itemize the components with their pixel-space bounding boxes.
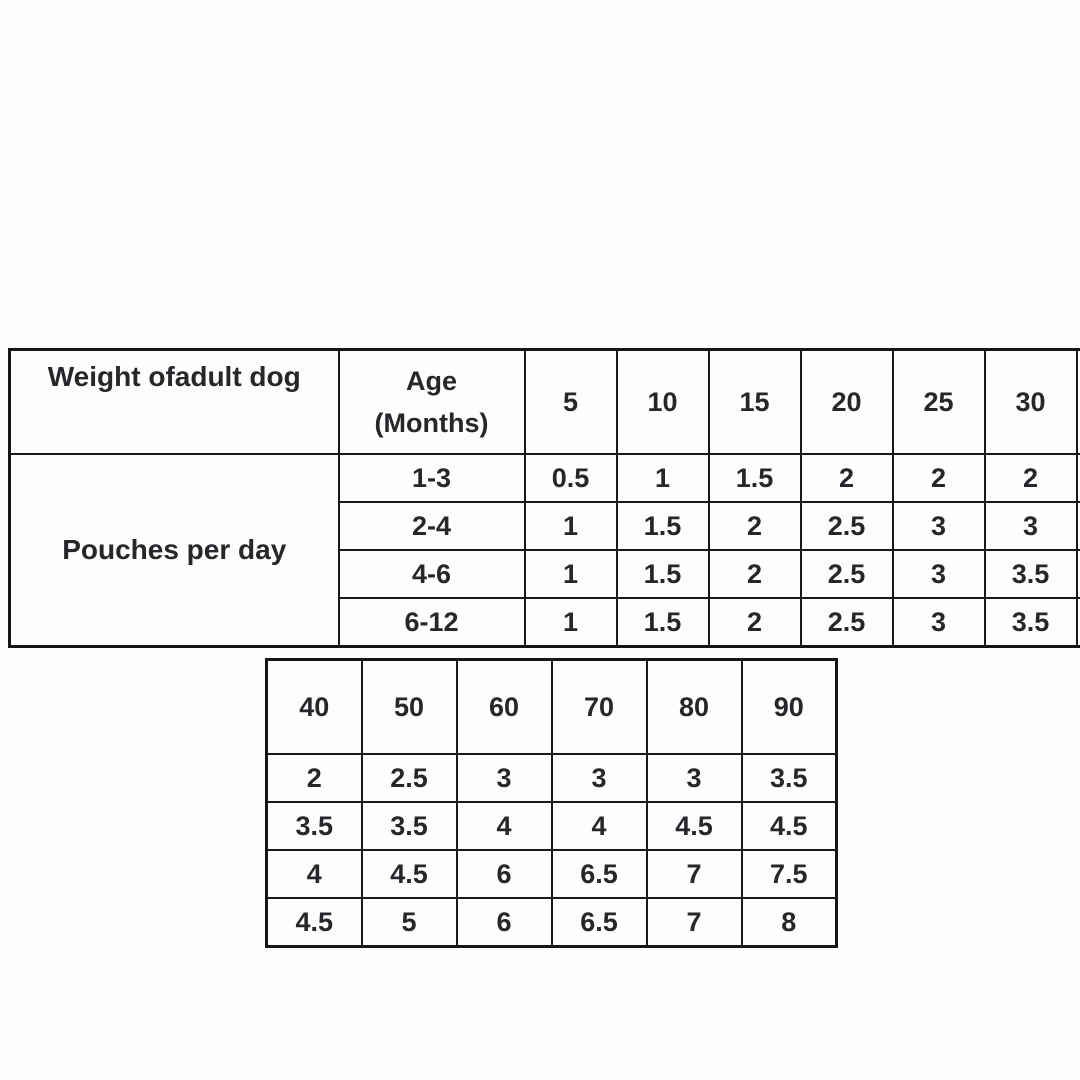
value-cell: 4 xyxy=(550,801,648,851)
age-range-cell: 1-3 xyxy=(337,453,526,503)
age-months-header: Age (Months) xyxy=(337,348,526,455)
weight-col-header: 90 xyxy=(740,658,838,755)
value-cell: 3 xyxy=(891,597,986,648)
value-cell: 7.5 xyxy=(740,849,838,899)
feeding-table-upper: Weight ofadult dog Age (Months) 5 10 15 … xyxy=(8,348,1080,648)
weight-col-header: 60 xyxy=(455,658,553,755)
age-header-line2: (Months) xyxy=(374,408,489,438)
value-cell: 3 xyxy=(983,501,1078,551)
value-cell: 3.5 xyxy=(983,597,1078,648)
value-cell: 3.5 xyxy=(740,753,838,803)
value-cell: 2 xyxy=(707,597,802,648)
pouches-per-day-label: Pouches per day xyxy=(8,453,340,648)
weight-col-header: 80 xyxy=(645,658,743,755)
table-row: 4-6 1 1.5 2 2.5 3 3.5 xyxy=(10,549,1080,599)
value-cell: 6.5 xyxy=(550,897,648,948)
value-cell: 1.5 xyxy=(615,549,710,599)
age-range-cell: 6-12 xyxy=(337,597,526,648)
weight-col-header: 40 xyxy=(265,658,363,755)
weight-col-header: 30 xyxy=(983,348,1078,455)
table-row: 4 4.5 6 6.5 7 7.5 xyxy=(265,849,838,899)
value-cell: 4 xyxy=(455,801,553,851)
table-row: 2 2.5 3 3 3 3.5 xyxy=(265,753,838,803)
value-cell: 4 xyxy=(265,849,363,899)
value-cell: 3.5 xyxy=(360,801,458,851)
weight-col-header: 20 xyxy=(799,348,894,455)
table-row: 3.5 3.5 4 4 4.5 4.5 xyxy=(265,801,838,851)
value-cell: 2.5 xyxy=(799,501,894,551)
weight-col-header: 10 xyxy=(615,348,710,455)
value-cell: 8 xyxy=(740,897,838,948)
value-cell: 7 xyxy=(645,849,743,899)
value-cell: 3.5 xyxy=(265,801,363,851)
value-cell: 2 xyxy=(799,453,894,503)
age-range-cell: 2-4 xyxy=(337,501,526,551)
value-cell: 1.5 xyxy=(615,597,710,648)
header-row: Weight ofadult dog Age (Months) 5 10 15 … xyxy=(8,348,1080,455)
value-cell: 1 xyxy=(615,453,710,503)
table-row: 4.5 5 6 6.5 7 8 xyxy=(265,897,838,948)
weight-col-header: 70 xyxy=(550,658,648,755)
value-cell-clipped xyxy=(1075,549,1080,599)
weight-col-header: 5 xyxy=(523,348,618,455)
corner-weight-label: Weight ofadult dog xyxy=(8,348,340,455)
value-cell: 2.5 xyxy=(799,549,894,599)
value-cell: 2.5 xyxy=(799,597,894,648)
value-cell-clipped xyxy=(1075,597,1080,648)
value-cell: 3 xyxy=(645,753,743,803)
value-cell: 7 xyxy=(645,897,743,948)
value-cell: 2 xyxy=(265,753,363,803)
value-cell: 4.5 xyxy=(740,801,838,851)
value-cell: 6.5 xyxy=(550,849,648,899)
table-row: 2-4 1 1.5 2 2.5 3 3 xyxy=(10,501,1080,551)
value-cell: 1.5 xyxy=(615,501,710,551)
feeding-table-lower: 40 50 60 70 80 90 2 2.5 3 3 3 3.5 3.5 3.… xyxy=(265,658,838,948)
age-header-line1: Age xyxy=(405,366,457,396)
value-cell-clipped xyxy=(1075,453,1080,503)
value-cell: 3.5 xyxy=(983,549,1078,599)
value-cell: 2 xyxy=(707,549,802,599)
value-cell: 3 xyxy=(891,501,986,551)
value-cell: 4.5 xyxy=(360,849,458,899)
value-cell: 6 xyxy=(455,897,553,948)
table-row: Pouches per day 1-3 0.5 1 1.5 2 2 2 xyxy=(8,453,1080,648)
weight-col-header-clipped xyxy=(1075,348,1080,455)
value-cell: 0.5 xyxy=(523,453,618,503)
weight-col-header: 50 xyxy=(360,658,458,755)
value-cell: 2 xyxy=(983,453,1078,503)
value-cell: 1 xyxy=(523,597,618,648)
value-cell: 5 xyxy=(360,897,458,948)
value-cell: 6 xyxy=(455,849,553,899)
value-cell: 2.5 xyxy=(360,753,458,803)
value-cell-clipped xyxy=(1075,501,1080,551)
weight-col-header: 25 xyxy=(891,348,986,455)
weight-col-header: 15 xyxy=(707,348,802,455)
value-cell: 2 xyxy=(891,453,986,503)
value-cell: 3 xyxy=(455,753,553,803)
header-row: 40 50 60 70 80 90 xyxy=(265,658,838,755)
value-cell: 4.5 xyxy=(645,801,743,851)
table-row: 6-12 1 1.5 2 2.5 3 3.5 xyxy=(10,597,1080,648)
value-cell: 1 xyxy=(523,501,618,551)
value-cell: 1.5 xyxy=(707,453,802,503)
value-cell: 4.5 xyxy=(265,897,363,948)
value-cell: 3 xyxy=(891,549,986,599)
value-cell: 2 xyxy=(707,501,802,551)
age-range-cell: 4-6 xyxy=(337,549,526,599)
value-cell: 3 xyxy=(550,753,648,803)
value-cell: 1 xyxy=(523,549,618,599)
